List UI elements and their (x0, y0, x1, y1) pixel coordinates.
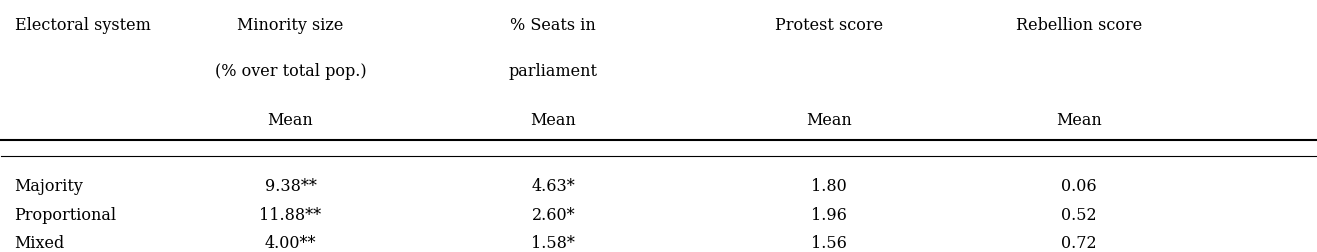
Text: Electoral system: Electoral system (14, 17, 150, 34)
Text: 4.00**: 4.00** (265, 235, 316, 252)
Text: 9.38**: 9.38** (265, 178, 316, 195)
Text: 4.63*: 4.63* (532, 178, 576, 195)
Text: Mean: Mean (531, 112, 577, 129)
Text: Mixed: Mixed (14, 235, 65, 252)
Text: 0.72: 0.72 (1062, 235, 1097, 252)
Text: 2.60*: 2.60* (532, 207, 576, 224)
Text: Mean: Mean (267, 112, 313, 129)
Text: % Seats in: % Seats in (511, 17, 597, 34)
Text: 1.80: 1.80 (811, 178, 847, 195)
Text: 0.06: 0.06 (1062, 178, 1097, 195)
Text: 11.88**: 11.88** (259, 207, 321, 224)
Text: 1.58*: 1.58* (532, 235, 576, 252)
Text: Protest score: Protest score (776, 17, 884, 34)
Text: Majority: Majority (14, 178, 83, 195)
Text: Minority size: Minority size (237, 17, 344, 34)
Text: 0.52: 0.52 (1062, 207, 1097, 224)
Text: Mean: Mean (806, 112, 852, 129)
Text: Rebellion score: Rebellion score (1015, 17, 1142, 34)
Text: 1.56: 1.56 (811, 235, 847, 252)
Text: parliament: parliament (508, 63, 598, 80)
Text: 1.96: 1.96 (811, 207, 847, 224)
Text: Mean: Mean (1056, 112, 1102, 129)
Text: Proportional: Proportional (14, 207, 117, 224)
Text: (% over total pop.): (% over total pop.) (215, 63, 366, 80)
